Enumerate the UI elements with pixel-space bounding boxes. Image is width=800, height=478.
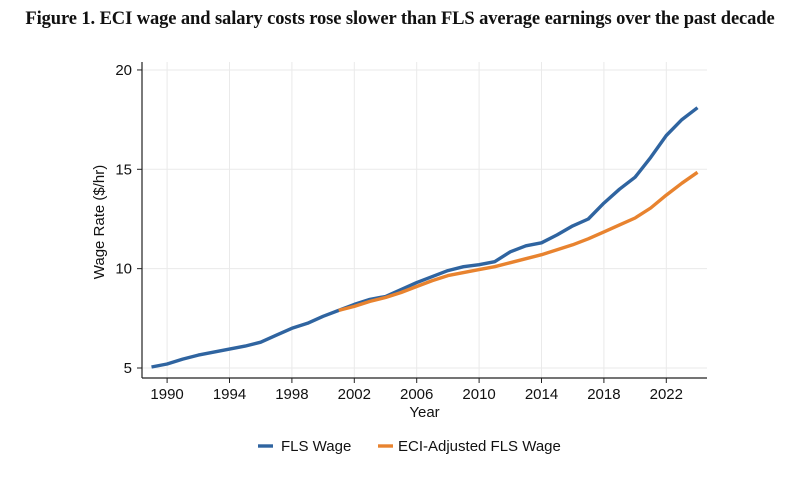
legend-label: ECI-Adjusted FLS Wage (398, 438, 561, 455)
figure-title: Figure 1. ECI wage and salary costs rose… (25, 9, 775, 29)
x-axis-title: Year (409, 404, 439, 421)
series-line-eci-adjusted-fls-wage (338, 170, 699, 313)
y-axis-title: Wage Rate ($/hr) (91, 165, 108, 280)
x-tick-label: 2002 (338, 386, 371, 403)
x-tick-label: 1990 (150, 386, 183, 403)
x-tick-label: 2014 (525, 386, 558, 403)
y-tick-label: 15 (115, 161, 132, 178)
y-tick-label: 10 (115, 261, 132, 278)
legend-item: FLS Wage (258, 438, 351, 455)
x-tick-label: 2018 (587, 386, 620, 403)
x-tick-label: 1994 (213, 386, 246, 403)
series-line-fls-wage (151, 106, 699, 369)
axes (137, 62, 707, 383)
x-tick-label: 1998 (275, 386, 308, 403)
legend-label: FLS Wage (281, 438, 351, 455)
gridlines (142, 62, 707, 378)
tick-labels: 1990 1994 1998 2002 2006 2010 2014 2018 2022 5 10 1… (115, 62, 683, 403)
x-tick-label: 2010 (462, 386, 495, 403)
x-tick-label: 2006 (400, 386, 433, 403)
y-tick-label: 20 (115, 62, 132, 79)
y-tick-label: 5 (124, 360, 132, 377)
legend: FLS Wage ECI-Adjusted FLS Wage (258, 438, 561, 455)
series-lines (151, 106, 699, 369)
legend-item: ECI-Adjusted FLS Wage (378, 438, 561, 455)
x-tick-label: 2022 (650, 386, 683, 403)
